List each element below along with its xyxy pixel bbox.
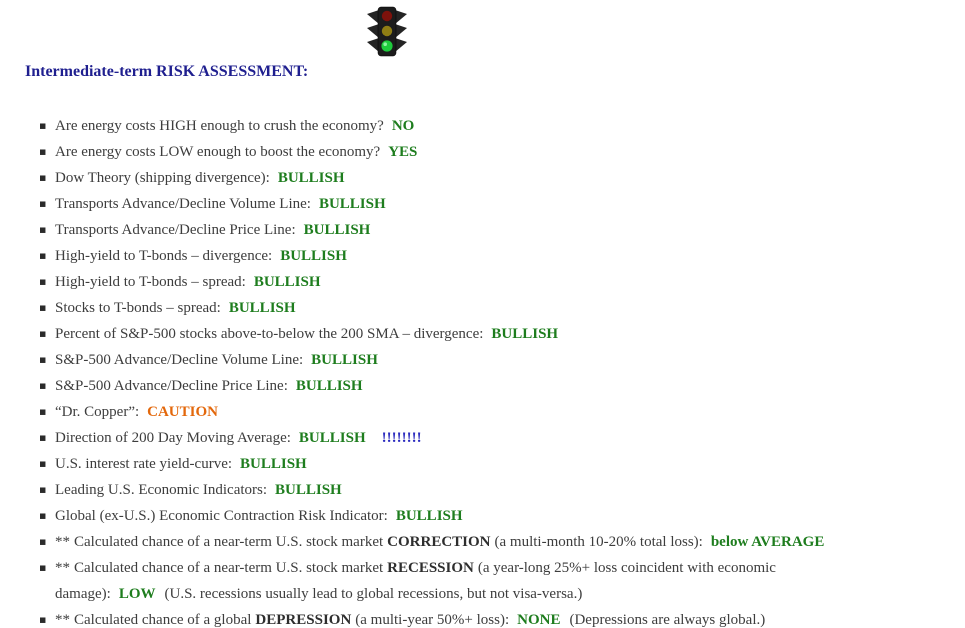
item-note: (U.S. recessions usually lead to global … [164,586,583,602]
item-status: CAUTION [147,404,218,420]
item-status: BULLISH [311,352,378,368]
list-item: Leading U.S. Economic Indicators: BULLISH [39,477,898,503]
item-text: Are energy costs LOW enough to boost the… [55,144,381,160]
item-text: S&P-500 Advance/Decline Volume Line: [55,352,304,368]
item-text: “Dr. Copper”: [55,404,140,420]
item-status: BULLISH [277,170,345,186]
item-status: BULLISH [298,430,366,446]
traffic-light-icon [367,6,407,57]
item-prefix: ** [55,534,70,550]
risk-assessment-list: Are energy costs HIGH enough to crush th… [25,113,898,628]
item-prefix: ** [55,612,70,628]
item-text: High-yield to T-bonds – divergence: [55,248,273,264]
item-status: BULLISH [228,300,296,316]
list-item: Are energy costs HIGH enough to crush th… [39,113,898,139]
list-item: Transports Advance/Decline Volume Line: B… [39,191,898,217]
green-light [381,40,393,52]
item-text: Calculated chance of a near-term U.S. st… [74,560,384,576]
item-mid-text: (a multi-month 10-20% total loss): [494,534,703,550]
page-title: Intermediate-term RISK ASSESSMENT: [25,63,309,80]
item-note: (Depressions are always global.) [569,612,766,628]
item-status: BULLISH [491,326,559,342]
item-status: LOW [118,586,156,602]
item-text: S&P-500 Advance/Decline Price Line: [55,378,288,394]
item-status: BULLISH [303,222,371,238]
item-status: BULLISH [280,248,347,264]
item-text: Percent of S&P-500 stocks above-to-below… [55,326,484,342]
item-text: Calculated chance of a near-term U.S. st… [74,534,384,550]
item-text: Transports Advance/Decline Price Line: [55,222,296,238]
item-text: U.S. interest rate yield-curve: [55,456,233,472]
list-item: S&P-500 Advance/Decline Price Line: BULLI… [39,373,898,399]
item-prefix: ** [55,560,70,576]
content-area: Intermediate-term RISK ASSESSMENT: Are e… [25,62,940,628]
list-item: High-yield to T-bonds – spread: BULLISH [39,269,898,295]
list-item: U.S. interest rate yield-curve: BULLISH [39,451,898,477]
list-item: S&P-500 Advance/Decline Volume Line: BULL… [39,347,898,373]
item-text: Direction of 200 Day Moving Average: [55,430,291,446]
list-item: Direction of 200 Day Moving Average: BULL… [39,425,898,451]
list-item: Percent of S&P-500 stocks above-to-below… [39,321,898,347]
red-light [381,10,393,22]
list-item: Global (ex-U.S.) Economic Contraction Ri… [39,503,898,529]
item-mid-text: (a year-long 25%+ loss coincident with e… [55,560,776,602]
item-mid-text: (a multi-year 50%+ loss): [355,612,510,628]
yellow-light [381,25,393,37]
item-status: BULLISH [275,482,342,498]
item-text: High-yield to T-bonds – spread: [55,274,246,290]
list-item: “Dr. Copper”: CAUTION [39,399,898,425]
list-item: Dow Theory (shipping divergence): BULLISH [39,165,898,191]
item-text: Leading U.S. Economic Indicators: [55,482,268,498]
item-status: BULLISH [395,508,463,524]
item-text: Stocks to T-bonds – spread: [55,300,221,316]
list-item: Stocks to T-bonds – spread: BULLISH [39,295,898,321]
list-item: **Calculated chance of a globalDEPRESSIO… [39,607,898,628]
item-text: Are energy costs HIGH enough to crush th… [55,118,384,134]
list-item: **Calculated chance of a near-term U.S. … [39,529,898,555]
list-item: Transports Advance/Decline Price Line: BU… [39,217,898,243]
item-status: BULLISH [240,456,307,472]
item-exclamation: !!!!!!!! [381,430,422,446]
item-status: BULLISH [253,274,321,290]
list-item: Are energy costs LOW enough to boost the… [39,139,898,165]
item-bold-term: RECESSION [387,560,474,576]
item-status: NO [391,118,415,134]
item-status: BULLISH [318,196,386,212]
item-text: Transports Advance/Decline Volume Line: [55,196,311,212]
item-status: YES [388,144,418,160]
list-item: **Calculated chance of a near-term U.S. … [39,555,898,607]
list-item: High-yield to T-bonds – divergence: BULLI… [39,243,898,269]
item-text: Dow Theory (shipping divergence): [55,170,270,186]
item-status: below AVERAGE [710,534,825,550]
item-status: BULLISH [295,378,363,394]
item-status: NONE [517,612,561,628]
item-bold-term: DEPRESSION [255,612,352,628]
item-text: Global (ex-U.S.) Economic Contraction Ri… [55,508,388,524]
item-bold-term: CORRECTION [387,534,491,550]
item-text: Calculated chance of a global [74,612,252,628]
